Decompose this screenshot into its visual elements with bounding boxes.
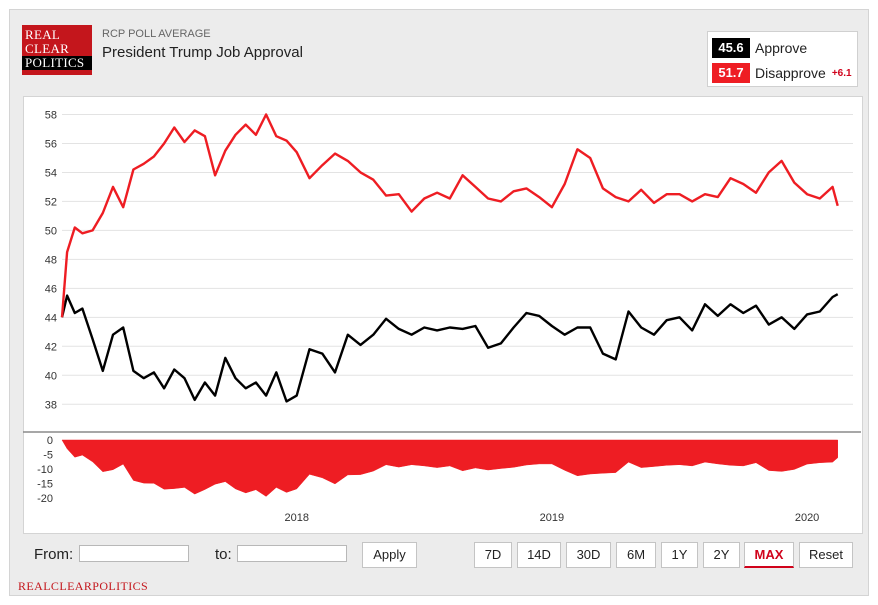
logo-line-1: REAL — [25, 27, 61, 42]
from-label: From: — [34, 546, 74, 563]
x-tick-label-2018: 2018 — [285, 512, 309, 524]
y-tick-label-46: 46 — [45, 283, 57, 295]
apply-button[interactable]: Apply — [362, 542, 417, 568]
chart-title: President Trump Job Approval — [102, 44, 303, 61]
y-tick-label-52: 52 — [45, 196, 57, 208]
from-date-input[interactable] — [79, 545, 189, 562]
logo-line-3: POLITICS — [22, 56, 92, 70]
x-tick-label-2020: 2020 — [795, 512, 819, 524]
range-30d-button[interactable]: 30D — [566, 542, 611, 568]
y-tick-label-38: 38 — [45, 399, 57, 411]
rcp-logo[interactable]: REAL CLEAR POLITICS — [22, 25, 92, 75]
range-2y-button[interactable]: 2Y — [703, 542, 740, 568]
to-label: to: — [215, 546, 232, 563]
y-tick-label-40: 40 — [45, 370, 57, 382]
date-range-controls: From: to: Apply 7D 14D 30D 6M 1Y 2Y MAX … — [0, 540, 878, 572]
spread-area — [61, 439, 838, 497]
range-1y-button[interactable]: 1Y — [661, 542, 698, 568]
series-line-approve — [60, 293, 839, 403]
legend-disapprove: 51.7 Disapprove +6.1 — [712, 63, 852, 83]
logo-line-2: CLEAR — [25, 41, 70, 56]
approve-label: Approve — [755, 40, 808, 56]
legend-approve: 45.6 Approve — [712, 38, 807, 58]
series-line-disapprove — [60, 113, 839, 318]
range-6m-button[interactable]: 6M — [616, 542, 656, 568]
y-tick-label-42: 42 — [45, 341, 57, 353]
spread-tick-label-neg5: -5 — [43, 450, 53, 462]
spread-value: +6.1 — [831, 67, 852, 79]
disapprove-label: Disapprove — [755, 65, 826, 81]
disapprove-value-badge: 51.7 — [712, 63, 750, 83]
footer-brand[interactable]: REALCLEARPOLITICS — [18, 579, 149, 593]
chart-subtitle: RCP POLL AVERAGE — [102, 28, 211, 40]
approve-value-badge: 45.6 — [712, 38, 750, 58]
y-tick-label-54: 54 — [45, 167, 57, 179]
spread-tick-label-neg15: -15 — [37, 479, 53, 491]
y-tick-label-48: 48 — [45, 254, 57, 266]
y-tick-label-56: 56 — [45, 138, 57, 150]
y-tick-label-58: 58 — [45, 109, 57, 121]
approval-chart[interactable]: 38 40 42 44 46 48 50 52 54 56 58 0 -5 -10 -15 -20 2018 20… — [23, 96, 863, 534]
reset-button[interactable]: Reset — [799, 542, 853, 568]
range-14d-button[interactable]: 14D — [517, 542, 561, 568]
to-date-input[interactable] — [237, 545, 347, 562]
chart-legend: 45.6 Approve 51.7 Disapprove +6.1 — [707, 31, 858, 87]
x-tick-label-2019: 2019 — [540, 512, 564, 524]
y-tick-label-44: 44 — [45, 312, 57, 324]
y-tick-label-50: 50 — [45, 225, 57, 237]
range-max-button[interactable]: MAX — [744, 542, 794, 568]
spread-tick-label-neg10: -10 — [37, 464, 53, 476]
spread-tick-label-neg20: -20 — [37, 493, 53, 505]
range-7d-button[interactable]: 7D — [474, 542, 512, 568]
spread-tick-label-0: 0 — [47, 435, 53, 447]
